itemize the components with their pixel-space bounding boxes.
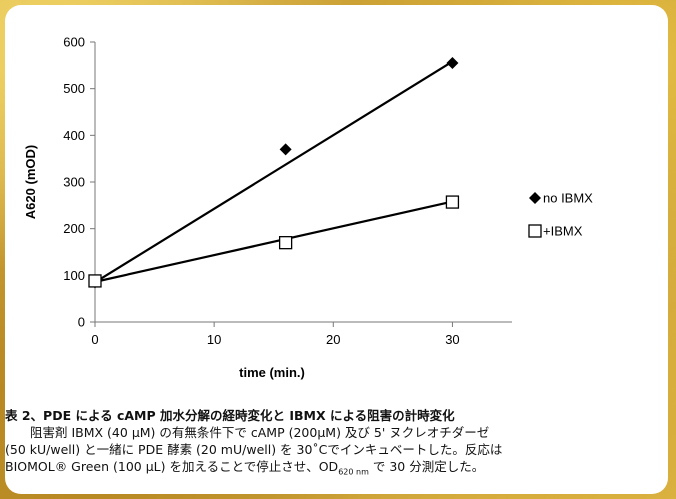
x-tick-label: 0 [91,332,98,347]
y-tick-label: 200 [63,221,85,236]
caption-line-3: BIOMOL® Green (100 µL) を加えることで停止させ、OD620… [5,459,485,477]
axes [90,41,512,327]
figure-card: 0 100 200 300 400 500 600 0 10 20 30 A620 (mOD) ti… [5,5,668,494]
y-tick-label: 0 [78,315,85,330]
y-tick-label: 400 [63,128,85,143]
legend-marker-series-1 [529,192,541,204]
y-tick-label: 600 [63,35,85,50]
legend-marker-series-2 [528,224,542,238]
caption-line-3-end: で 30 分測定した。 [368,459,485,474]
caption-line-2: (50 kU/well) と一緒に PDE 酵素 (20 mU/well) を … [5,442,503,457]
trendline-series-2 [94,200,453,283]
data-point-series-1 [279,143,292,156]
caption-od-subscript: 620 nm [338,467,369,477]
caption-title: 表 2、PDE による cAMP 加水分解の経時変化と IBMX による阻害の計… [5,408,455,423]
data-point-series-2 [278,236,293,250]
x-tick-label: 10 [207,332,221,347]
trendlines [94,60,454,284]
data-point-series-2 [88,274,102,288]
figure-caption: 表 2、PDE による cAMP 加水分解の経時変化と IBMX による阻害の計… [5,407,668,481]
x-axis-title: time (min.) [239,365,305,380]
y-tick-label: 500 [63,81,85,96]
caption-line-3-text: BIOMOL® Green (100 µL) を加えることで停止させ、OD [5,459,339,474]
x-tick-label: 20 [326,332,340,347]
data-point-series-2 [445,195,460,209]
caption-line-1: 阻害剤 IBMX (40 µM) の有無条件下で cAMP (200µM) 及び… [30,425,490,440]
trendline-series-1 [94,60,454,284]
data-point-series-1 [446,57,459,69]
y-axis-title: A620 (mOD) [23,145,38,219]
x-tick-label: 30 [445,332,459,347]
legend: no IBMX +IBMX [528,191,593,239]
legend-label-series-1: no IBMX [543,191,593,206]
data-points [88,57,460,289]
legend-label-series-2: +IBMX [543,224,583,239]
y-tick-label: 100 [63,268,85,283]
y-tick-label: 300 [63,175,85,190]
tick-labels: 0 100 200 300 400 500 600 0 10 20 30 [63,35,459,348]
chart-area: 0 100 200 300 400 500 600 0 10 20 30 A620 (mOD) ti… [23,35,593,381]
